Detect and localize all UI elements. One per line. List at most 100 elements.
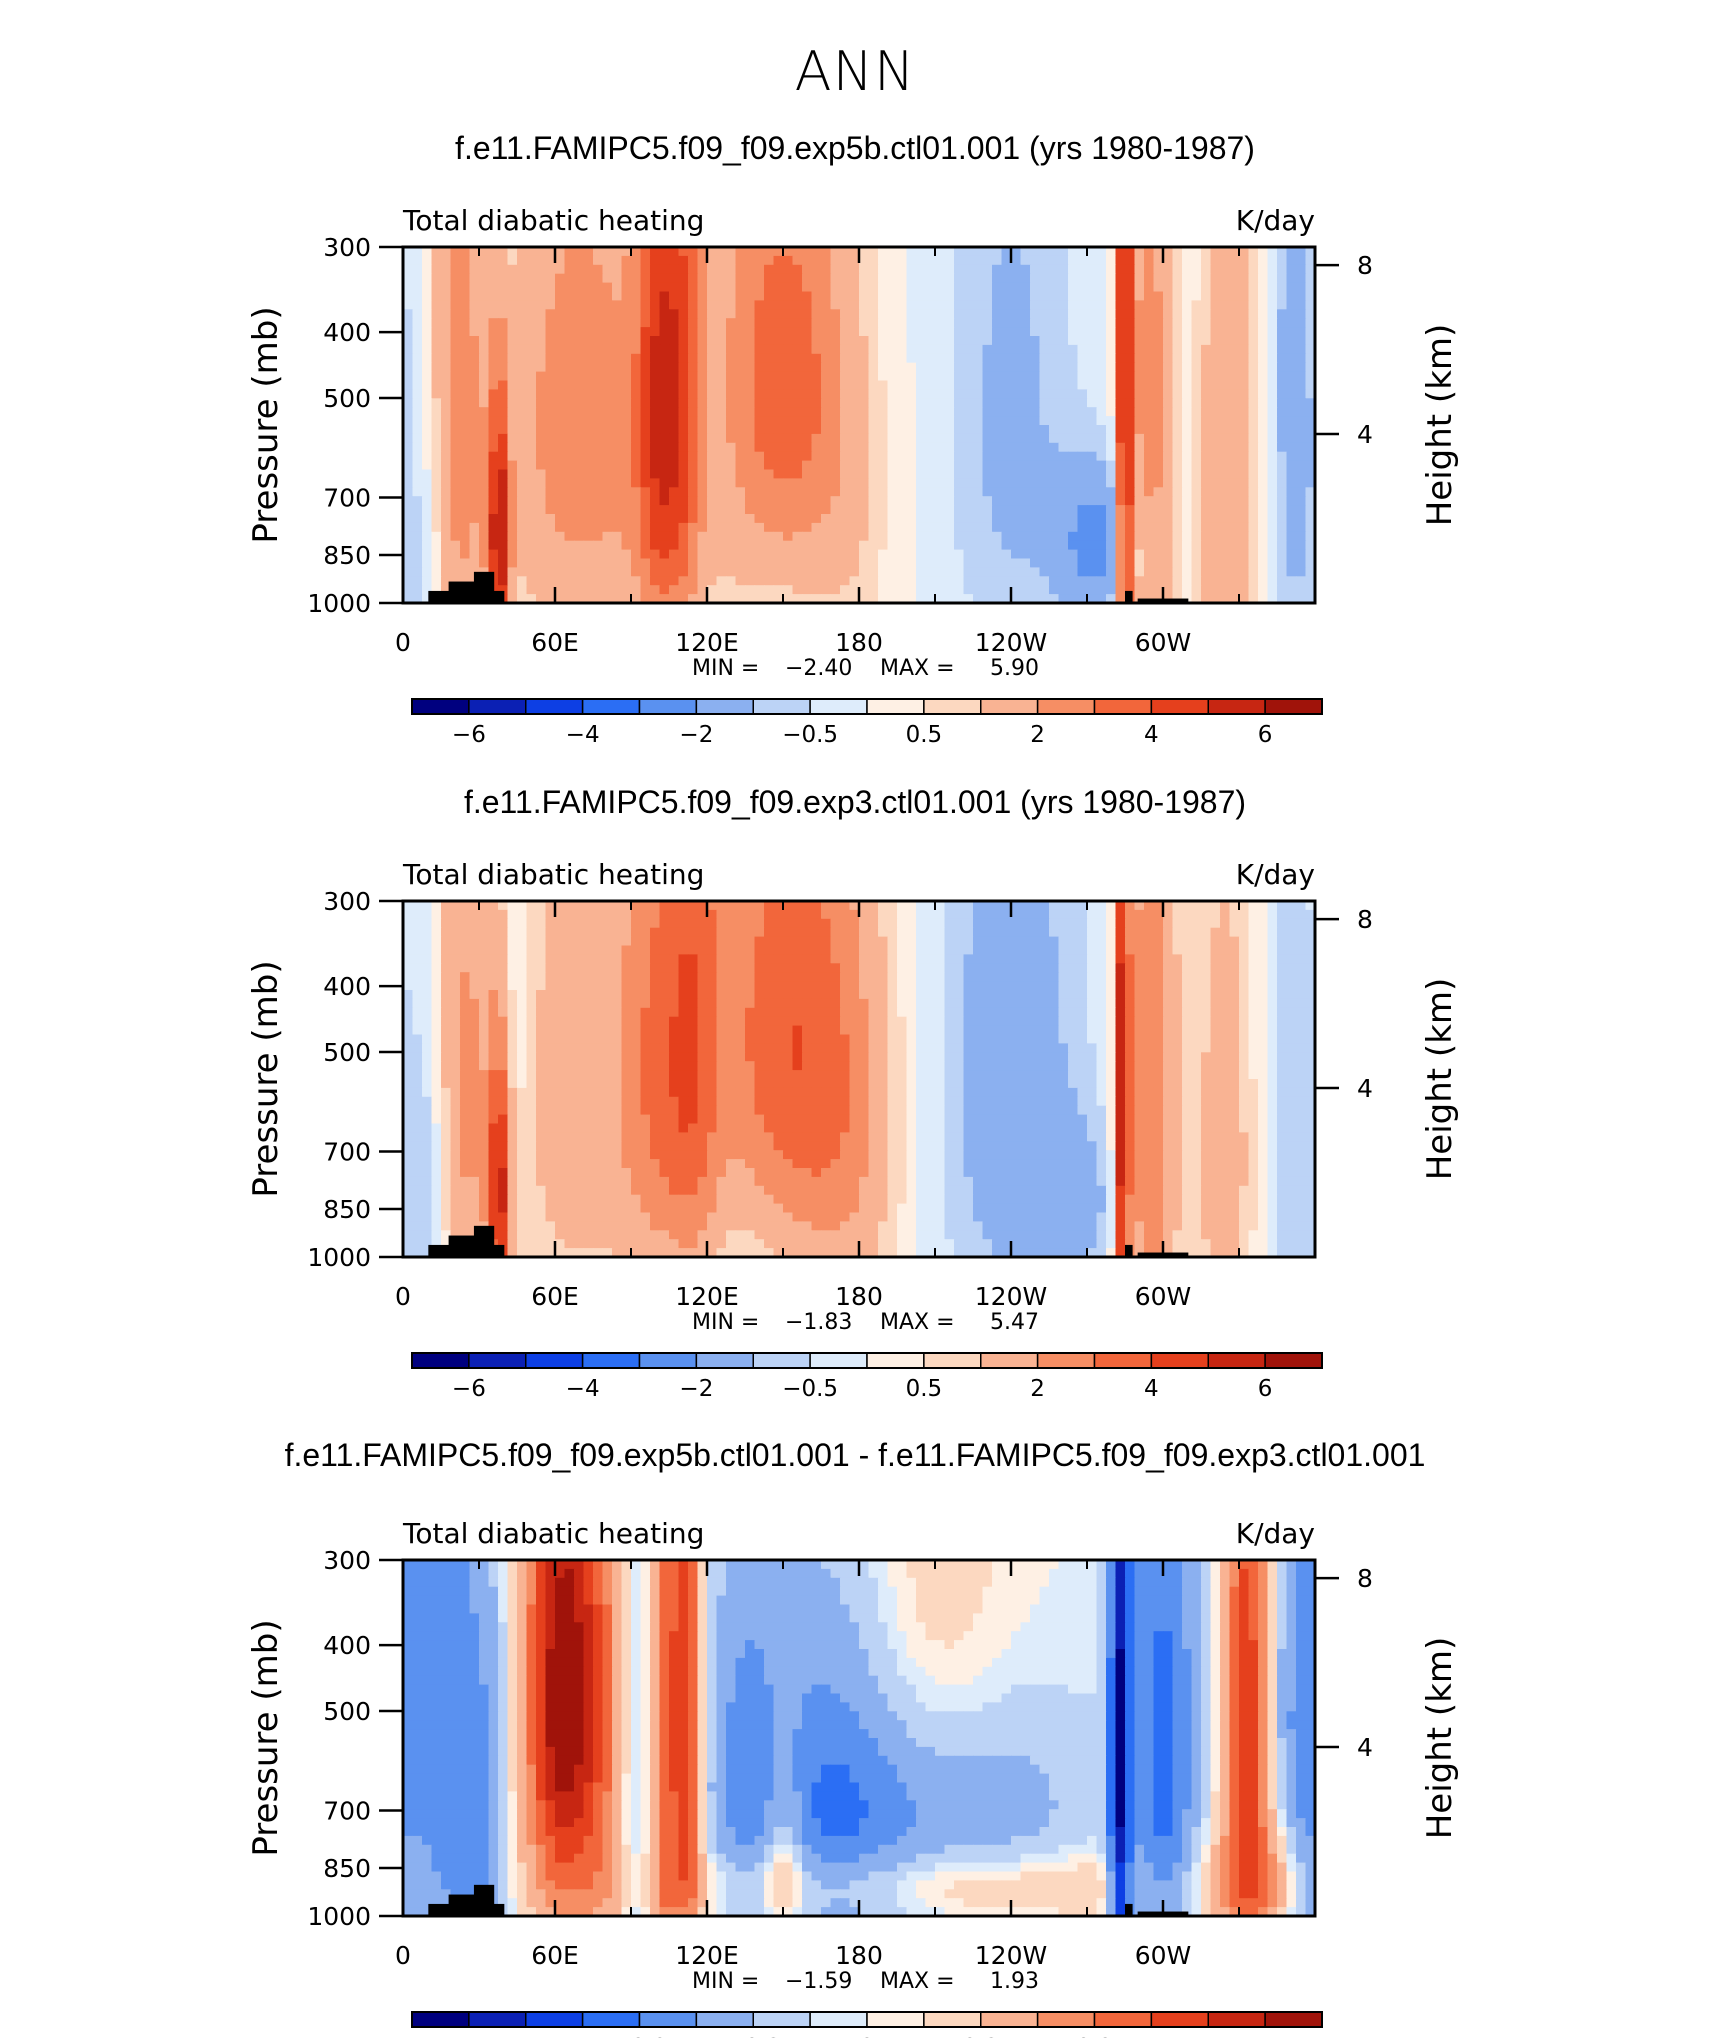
heatmap-cell: [878, 972, 889, 982]
heatmap-cell: [1096, 522, 1107, 533]
heatmap-cell: [764, 398, 775, 408]
heatmap-cell: [1182, 963, 1193, 973]
heatmap-cell: [1163, 936, 1174, 947]
heatmap-cell: [792, 291, 803, 301]
heatmap-cell: [593, 487, 604, 497]
heatmap-cell: [1163, 901, 1174, 911]
heatmap-cell: [878, 451, 889, 462]
heatmap-cell: [973, 540, 984, 551]
heatmap-cell: [640, 909, 651, 920]
heatmap-cell: [697, 972, 708, 982]
heatmap-cell: [963, 522, 974, 533]
heatmap-cell: [1277, 362, 1288, 373]
heatmap-cell: [469, 327, 480, 337]
heatmap-cell: [659, 380, 670, 390]
heatmap-cell: [802, 522, 813, 533]
heatmap-cell: [1020, 362, 1031, 373]
heatmap-cell: [593, 460, 604, 471]
heatmap-cell: [1172, 505, 1183, 515]
heatmap-cell: [422, 478, 433, 488]
heatmap-cell: [830, 433, 841, 444]
heatmap-cell: [650, 389, 661, 399]
heatmap-cell: [659, 336, 670, 346]
heatmap-cell: [1106, 451, 1117, 462]
heatmap-cell: [1258, 362, 1269, 373]
heatmap-cell: [431, 389, 442, 399]
heatmap-cell: [916, 496, 927, 506]
heatmap-cell: [403, 594, 414, 604]
heatmap-cell: [906, 318, 917, 328]
heatmap-cell: [773, 273, 784, 284]
heatmap-cell: [536, 433, 547, 444]
heatmap-cell: [745, 425, 756, 435]
heatmap-cell: [1248, 318, 1259, 328]
heatmap-cell: [849, 353, 860, 364]
heatmap-cell: [925, 558, 936, 568]
heatmap-cell: [479, 918, 490, 929]
heatmap-cell: [640, 353, 651, 364]
heatmap-cell: [954, 416, 965, 426]
heatmap-cell: [859, 353, 870, 364]
heatmap-cell: [507, 344, 518, 355]
heatmap-cell: [1267, 963, 1278, 973]
heatmap-cell: [1210, 936, 1221, 947]
heatmap-cell: [1106, 487, 1117, 497]
heatmap-cell: [441, 954, 452, 964]
heatmap-cell: [1096, 505, 1107, 515]
heatmap-cell: [498, 282, 509, 293]
heatmap-cell: [1020, 309, 1031, 319]
heatmap-cell: [935, 336, 946, 346]
heatmap-cell: [1248, 273, 1259, 284]
heatmap-cell: [631, 371, 642, 382]
heatmap-cell: [754, 344, 765, 355]
heatmap-cell: [1277, 469, 1288, 479]
heatmap-cell: [422, 594, 433, 604]
heatmap-cell: [650, 416, 661, 426]
heatmap-cell: [849, 963, 860, 973]
heatmap-cell: [1172, 442, 1183, 453]
heatmap-cell: [431, 954, 442, 964]
heatmap-cell: [431, 309, 442, 319]
heatmap-cell: [792, 567, 803, 577]
heatmap-cell: [1267, 981, 1278, 991]
heatmap-cell: [1125, 478, 1136, 488]
heatmap-cell: [1210, 300, 1221, 310]
heatmap-cell: [602, 255, 613, 266]
heatmap-cell: [498, 371, 509, 382]
heatmap-cell: [1077, 549, 1088, 560]
heatmap-cell: [631, 576, 642, 586]
heatmap-cell: [1248, 505, 1259, 515]
heatmap-cell: [1001, 954, 1012, 964]
heatmap-cell: [659, 398, 670, 408]
heatmap-cell: [821, 558, 832, 568]
heatmap-cell: [1201, 336, 1212, 346]
heatmap-cell: [954, 496, 965, 506]
heatmap-cell: [545, 558, 556, 568]
heatmap-cell: [773, 514, 784, 524]
heatmap-cell: [574, 531, 585, 542]
heatmap-cell: [621, 416, 632, 426]
heatmap-cell: [802, 469, 813, 479]
heatmap-cell: [1049, 247, 1060, 257]
heatmap-cell: [555, 496, 566, 506]
heatmap-cell: [1049, 522, 1060, 533]
heatmap-cell: [517, 576, 528, 586]
heatmap-cell: [1087, 936, 1098, 947]
heatmap-cell: [431, 247, 442, 257]
heatmap-cell: [593, 273, 604, 284]
heatmap-cell: [1239, 291, 1250, 301]
heatmap-cell: [1068, 407, 1079, 417]
heatmap-cell: [1106, 336, 1117, 346]
heatmap-cell: [811, 469, 822, 479]
heatmap-cell: [754, 327, 765, 337]
heatmap-cell: [1001, 451, 1012, 462]
heatmap-cell: [1049, 407, 1060, 417]
heatmap-cell: [479, 487, 490, 497]
heatmap-cell: [1058, 990, 1069, 1000]
heatmap-cell: [631, 247, 642, 257]
heatmap-cell: [821, 918, 832, 929]
heatmap-cell: [1248, 927, 1259, 938]
heatmap-cell: [678, 954, 689, 964]
heatmap-cell: [564, 936, 575, 947]
heatmap-cell: [1106, 909, 1117, 920]
